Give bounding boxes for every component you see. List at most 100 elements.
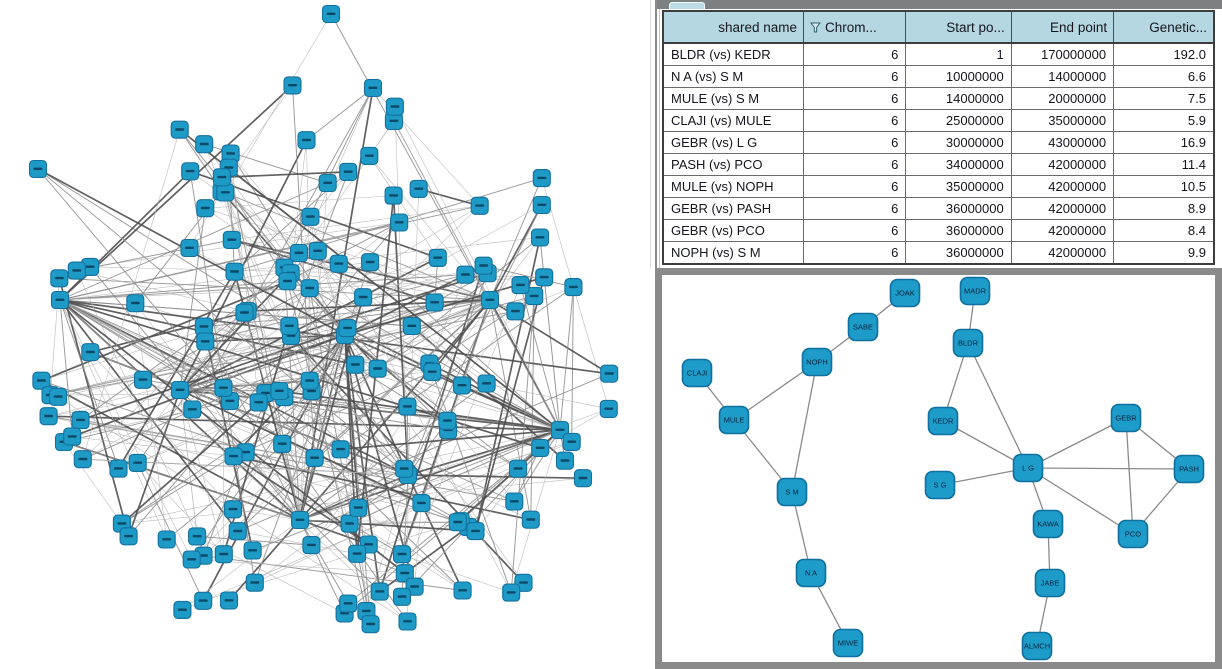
node[interactable] — [535, 268, 554, 287]
node[interactable] — [228, 522, 247, 541]
cell-genetic[interactable]: 192.0 — [1113, 42, 1215, 66]
table-row[interactable]: CLAJI (vs) MULE 6 25000000 35000000 5.9 — [662, 109, 1215, 132]
node[interactable] — [385, 97, 404, 116]
node-pco[interactable]: PCO — [1117, 519, 1149, 549]
node[interactable] — [195, 135, 214, 154]
node[interactable] — [321, 4, 341, 24]
cell-end-point[interactable]: 42000000 — [1010, 175, 1115, 198]
node[interactable] — [384, 186, 403, 205]
node[interactable] — [212, 168, 231, 187]
node[interactable] — [235, 303, 254, 322]
node-noph[interactable]: NOPH — [801, 347, 833, 377]
cell-shared-name[interactable]: GEBR (vs) PCO — [662, 219, 804, 242]
node-l-g[interactable]: L G — [1012, 453, 1044, 483]
cell-start-po[interactable]: 36000000 — [905, 197, 1012, 220]
node[interactable] — [50, 290, 70, 310]
node[interactable] — [340, 514, 359, 533]
node[interactable] — [425, 293, 444, 312]
cell-start-po[interactable]: 35000000 — [905, 175, 1012, 198]
node[interactable] — [73, 450, 92, 469]
edge-bldr-l-g[interactable] — [967, 342, 1029, 469]
node[interactable] — [368, 359, 387, 378]
node[interactable] — [243, 541, 262, 560]
node[interactable] — [466, 522, 485, 541]
cell-start-po[interactable]: 36000000 — [905, 219, 1012, 242]
panel-tab[interactable] — [669, 2, 705, 9]
cell-genetic[interactable]: 10.5 — [1113, 175, 1215, 198]
node[interactable] — [173, 600, 192, 619]
node[interactable] — [361, 253, 380, 272]
node[interactable] — [183, 400, 202, 419]
cell-end-point[interactable]: 35000000 — [1010, 109, 1115, 132]
node[interactable] — [133, 370, 153, 389]
cell-shared-name[interactable]: GEBR (vs) L G — [662, 131, 804, 154]
node[interactable] — [555, 451, 575, 470]
node[interactable] — [428, 248, 447, 267]
node[interactable] — [511, 276, 530, 295]
node[interactable] — [50, 269, 69, 288]
cell-end-point[interactable]: 20000000 — [1010, 87, 1115, 110]
cell-shared-name[interactable]: PASH (vs) PCO — [662, 153, 804, 176]
cell-genetic[interactable]: 8.4 — [1113, 219, 1215, 242]
node[interactable] — [339, 594, 358, 613]
node[interactable] — [573, 469, 593, 488]
cell-start-po[interactable]: 34000000 — [905, 153, 1012, 176]
cell-end-point[interactable]: 42000000 — [1010, 197, 1115, 220]
node[interactable] — [564, 278, 583, 297]
node[interactable] — [289, 243, 309, 263]
node[interactable] — [506, 302, 525, 321]
cell-start-po[interactable]: 14000000 — [905, 87, 1012, 110]
cell-chrom[interactable]: 6 — [802, 65, 907, 88]
node-pash[interactable]: PASH — [1173, 454, 1205, 484]
node[interactable] — [331, 440, 350, 459]
edge-l-g-pco[interactable] — [1027, 467, 1134, 535]
node[interactable] — [329, 254, 348, 273]
node[interactable] — [452, 376, 472, 395]
cell-genetic[interactable]: 7.5 — [1113, 87, 1215, 110]
cell-chrom[interactable]: 6 — [802, 131, 907, 154]
node-bldr[interactable]: BLDR — [952, 328, 984, 358]
node[interactable] — [225, 262, 244, 281]
cell-start-po[interactable]: 10000000 — [905, 65, 1012, 88]
node[interactable] — [349, 498, 368, 517]
node-mule[interactable]: MULE — [718, 405, 750, 435]
main-network-view[interactable] — [0, 0, 655, 669]
table-row[interactable]: NOPH (vs) S M 6 36000000 42000000 9.9 — [662, 241, 1215, 265]
node[interactable] — [32, 371, 51, 390]
node[interactable] — [348, 544, 367, 563]
column-header-genetic[interactable]: Genetic... — [1113, 10, 1215, 44]
node[interactable] — [521, 510, 540, 529]
table-row[interactable]: MULE (vs) S M 6 14000000 20000000 7.5 — [662, 87, 1215, 110]
cell-chrom[interactable]: 6 — [802, 175, 907, 198]
node[interactable] — [214, 378, 233, 397]
table-row[interactable]: GEBR (vs) L G 6 30000000 43000000 16.9 — [662, 131, 1215, 154]
table-row[interactable]: N A (vs) S M 6 10000000 14000000 6.6 — [662, 65, 1215, 88]
node-miwe[interactable]: MIWE — [832, 628, 864, 658]
node[interactable] — [474, 256, 493, 275]
panel-splitter[interactable] — [650, 0, 651, 268]
node[interactable] — [477, 374, 496, 393]
node[interactable] — [390, 213, 409, 232]
node[interactable] — [398, 612, 417, 631]
node[interactable] — [71, 411, 90, 430]
table-row[interactable]: MULE (vs) NOPH 6 35000000 42000000 10.5 — [662, 175, 1215, 198]
column-header-start-po[interactable]: Start po... — [905, 10, 1012, 44]
node[interactable] — [600, 364, 619, 383]
edge-noph-s-m[interactable] — [791, 361, 818, 493]
node[interactable] — [308, 241, 327, 261]
node[interactable] — [270, 381, 289, 401]
node-joak[interactable]: JOAK — [889, 278, 921, 308]
cell-chrom[interactable]: 6 — [802, 87, 907, 110]
node[interactable] — [81, 343, 100, 362]
node-n-a[interactable]: N A — [795, 558, 827, 588]
node[interactable] — [214, 545, 233, 564]
cell-end-point[interactable]: 170000000 — [1010, 42, 1115, 66]
node-sabe[interactable]: SABE — [847, 312, 879, 342]
node[interactable] — [180, 238, 199, 258]
cell-start-po[interactable]: 25000000 — [905, 109, 1012, 132]
node[interactable] — [363, 78, 383, 98]
node[interactable] — [361, 615, 380, 634]
node[interactable] — [216, 183, 235, 202]
node[interactable] — [181, 162, 200, 181]
node[interactable] — [278, 272, 297, 291]
